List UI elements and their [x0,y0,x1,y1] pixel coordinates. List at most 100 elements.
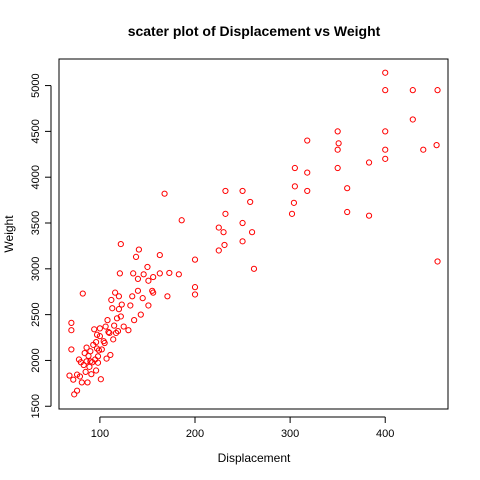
data-point [140,271,147,278]
data-point [344,208,351,216]
data-point [304,187,311,195]
data-point [96,333,103,340]
data-point [92,367,100,374]
data-point [382,146,389,153]
data-point [334,164,341,172]
data-point [156,251,163,259]
data-point [105,328,112,336]
x-axis: 100 200 300 400 [91,416,394,440]
data-point [382,155,389,162]
data-point [93,331,101,338]
data-point [382,69,389,76]
y-tick-label: 4000 [30,165,42,189]
data-point [215,247,222,254]
data-point [382,128,389,135]
data-point [221,241,228,249]
data-point [175,271,182,278]
data-point [125,327,132,334]
data-point [115,293,123,300]
y-tick-label: 1500 [30,394,42,418]
data-point [108,296,115,304]
data-points [66,69,441,398]
data-point [127,302,134,309]
y-tick-label: 3000 [30,257,42,281]
data-point [92,339,100,346]
x-tick-label: 400 [376,428,394,440]
data-point [191,256,199,263]
data-point [420,146,427,153]
data-point [131,317,138,324]
data-point [94,353,102,360]
x-tick-label: 300 [281,428,299,440]
data-point [83,344,90,351]
y-tick-label: 5000 [30,73,42,97]
data-point [94,359,102,366]
data-point [247,198,254,206]
data-point [137,311,144,318]
y-axis: 1500 2000 2500 3000 3500 4000 4500 5000 [30,73,52,418]
data-point [117,313,124,320]
data-point [139,295,146,302]
data-point [156,270,163,277]
data-point [116,270,123,277]
data-point [70,376,77,383]
data-point [115,306,123,313]
data-point [82,368,89,375]
data-point [434,258,441,265]
data-point [76,373,84,380]
data-point [248,229,256,236]
data-point [113,315,121,322]
data-point [109,305,116,312]
data-point [97,376,104,383]
data-point [68,319,75,326]
data-point [111,322,118,329]
data-point [434,87,441,94]
data-point [135,246,142,253]
data-point [382,87,389,94]
data-point [114,328,122,335]
data-point [164,293,171,300]
data-point [291,164,298,172]
data-point [191,284,199,291]
data-point [433,142,440,149]
data-point [84,379,91,386]
data-point [130,270,137,277]
data-point [239,238,246,245]
data-point [110,336,117,343]
data-point [291,183,298,190]
data-point [250,265,258,272]
data-point [117,240,124,248]
data-point [96,325,103,332]
data-point [66,372,73,379]
data-point [132,253,140,261]
data-point [106,329,113,337]
data-point [73,387,81,394]
data-point [304,137,311,144]
x-axis-label: Displacement [218,451,291,465]
data-point [103,355,110,362]
data-point [191,291,199,298]
data-point [215,224,222,231]
data-point [145,277,152,284]
data-point [409,116,416,123]
y-tick-label: 3500 [30,211,42,235]
data-point [239,187,246,195]
data-point [107,351,114,359]
data-point [288,210,296,217]
y-tick-label: 2500 [30,302,42,326]
data-point [88,371,95,378]
data-point [150,273,157,281]
data-point [134,287,142,294]
data-point [87,348,94,355]
data-point [150,289,157,296]
data-point [365,212,373,219]
data-point [334,128,341,135]
data-point [79,290,86,297]
data-point [220,229,227,236]
data-point [222,210,229,217]
data-point [129,293,136,300]
x-tick-label: 200 [186,428,204,440]
data-point [68,346,75,353]
